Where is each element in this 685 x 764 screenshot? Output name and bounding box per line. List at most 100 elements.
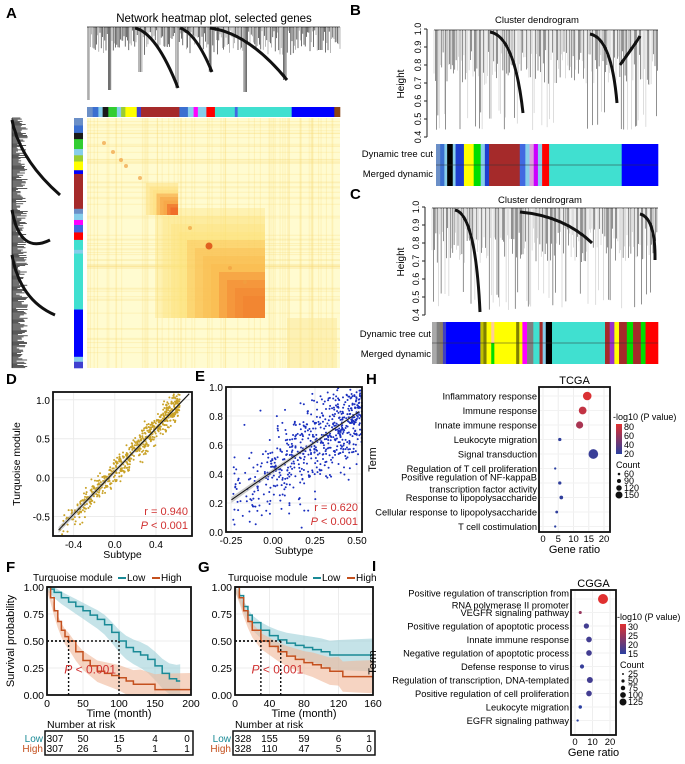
data-point	[259, 409, 262, 412]
x-tick-label: 0.4	[149, 540, 163, 551]
data-point	[141, 432, 144, 435]
data-point	[317, 420, 320, 423]
module-color-segment	[74, 208, 83, 215]
data-point	[151, 438, 154, 441]
data-point	[299, 481, 302, 484]
data-point	[338, 427, 341, 430]
dot-8	[578, 705, 582, 709]
data-point	[344, 427, 347, 430]
data-point	[165, 404, 168, 407]
risk-value: 307	[47, 744, 64, 755]
risk-value: 5	[116, 744, 122, 755]
data-point	[306, 429, 309, 432]
module-color-segment	[74, 249, 83, 254]
data-point	[88, 505, 91, 508]
dot-7	[586, 690, 592, 697]
panel-b-ylabel: Height	[396, 69, 407, 98]
heatmap-stripe	[308, 118, 310, 368]
data-point	[233, 523, 236, 526]
data-point	[110, 487, 113, 490]
data-point	[143, 420, 146, 423]
data-point	[347, 448, 350, 451]
data-point	[84, 495, 87, 498]
data-point	[322, 414, 325, 417]
data-point	[285, 453, 288, 456]
data-point	[273, 461, 276, 464]
size-legend-title: Count	[620, 660, 645, 670]
data-point	[343, 416, 346, 419]
plot-title: CGGA	[577, 578, 610, 590]
data-point	[239, 500, 242, 503]
data-point	[168, 405, 171, 408]
heatmap-stripe	[87, 265, 340, 267]
heatmap-stripe	[310, 118, 312, 368]
data-point	[82, 492, 85, 495]
data-point	[172, 393, 175, 396]
heatmap-block	[287, 318, 337, 368]
data-point	[353, 403, 356, 406]
data-point	[354, 443, 357, 446]
risk-value: 1	[366, 734, 372, 745]
data-point	[97, 475, 100, 478]
data-point	[310, 453, 313, 456]
module-color-segment	[74, 232, 83, 241]
data-point	[130, 457, 133, 460]
data-point	[346, 441, 349, 444]
heatmap-stripe	[87, 265, 340, 267]
data-point	[263, 470, 266, 473]
data-point	[163, 406, 166, 409]
data-point	[108, 479, 111, 482]
data-point	[269, 486, 272, 489]
heatmap-stripe	[325, 118, 327, 368]
data-point	[346, 399, 349, 402]
heatmap-stripe	[259, 118, 261, 368]
size-legend-label: 125	[628, 697, 643, 707]
data-point	[339, 447, 342, 450]
data-point	[340, 445, 343, 448]
y-tick-label: -0.5	[33, 513, 51, 524]
data-point	[352, 443, 355, 446]
data-point	[291, 438, 294, 441]
data-point	[343, 403, 346, 406]
data-point	[105, 475, 108, 478]
data-point	[268, 502, 271, 505]
data-point	[313, 451, 316, 454]
data-point	[128, 458, 131, 461]
term-label: Regulation of transcription, DNA-templat…	[392, 676, 569, 686]
dendrogram-branch	[454, 208, 482, 313]
data-point	[66, 523, 69, 526]
heatmap-stripe	[146, 118, 148, 368]
data-point	[176, 402, 179, 405]
data-point	[281, 476, 284, 479]
data-point	[344, 438, 347, 441]
data-point	[330, 458, 333, 461]
data-point	[326, 391, 329, 394]
panel-b-title: Cluster dendrogram	[495, 15, 579, 26]
data-point	[252, 466, 255, 469]
data-point	[294, 446, 297, 449]
data-point	[67, 509, 70, 512]
data-point	[271, 451, 274, 454]
module-color-segment	[432, 322, 437, 343]
data-point	[168, 396, 171, 399]
y-tick-label: 0.2	[209, 499, 223, 510]
data-point	[118, 455, 121, 458]
data-point	[310, 399, 313, 402]
x-tick-label: 160	[364, 698, 382, 710]
heatmap-stripe	[87, 124, 340, 126]
data-point	[353, 423, 356, 426]
data-point	[241, 514, 244, 517]
data-point	[287, 466, 290, 469]
heatmap-stripe	[87, 347, 340, 349]
heatmap-stripe	[181, 118, 183, 368]
module-color-segment	[486, 322, 492, 343]
data-point	[334, 399, 337, 402]
y-tick-label: 0.5	[413, 113, 423, 126]
data-point	[323, 464, 326, 467]
data-point	[97, 479, 100, 482]
size-legend-label: 75	[628, 683, 638, 693]
data-point	[342, 428, 345, 431]
data-point	[153, 425, 156, 428]
module-color-segment	[74, 239, 83, 251]
